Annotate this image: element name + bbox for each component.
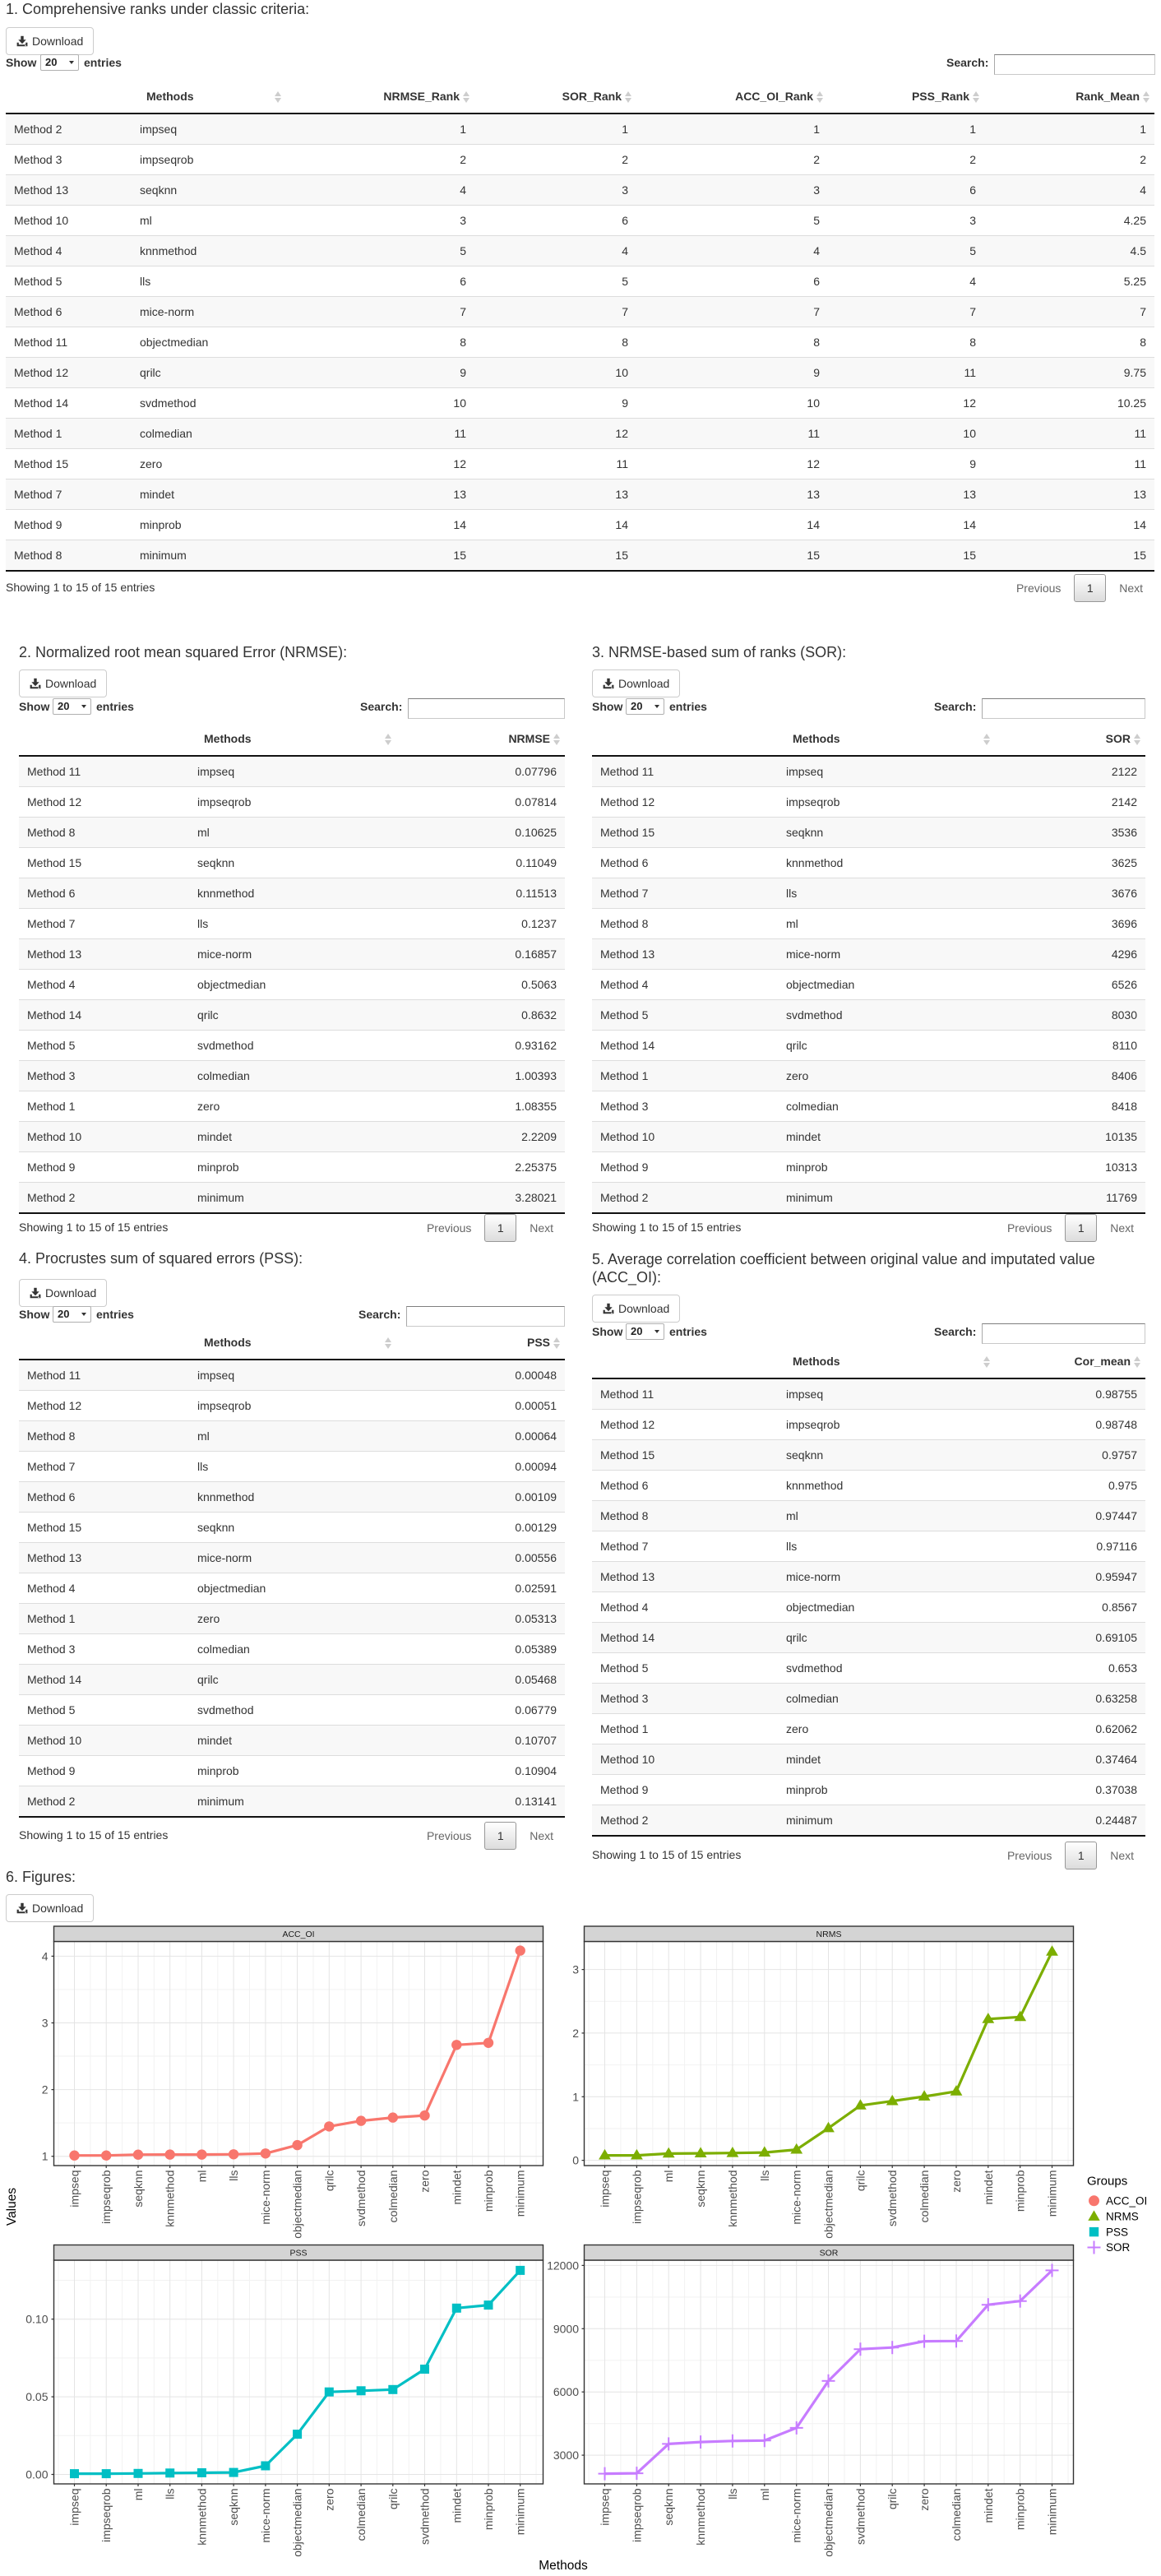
svg-text:2: 2 <box>42 2083 49 2096</box>
svg-text:knnmethod: knnmethod <box>726 2171 739 2227</box>
svg-text:zero: zero <box>918 2488 931 2510</box>
svg-text:qrilc: qrilc <box>386 2489 400 2510</box>
svg-text:minimum: minimum <box>514 2489 527 2536</box>
svg-text:ml: ml <box>195 2171 208 2183</box>
svg-text:NRMS: NRMS <box>1106 2210 1139 2222</box>
svg-text:svdmethod: svdmethod <box>419 2489 432 2545</box>
svg-text:NRMS: NRMS <box>816 1930 842 1939</box>
svg-text:minprob: minprob <box>482 2170 495 2212</box>
svg-text:ACC_OI: ACC_OI <box>1106 2195 1147 2208</box>
svg-text:impseq: impseq <box>68 2489 81 2526</box>
svg-text:qrilc: qrilc <box>853 2171 867 2192</box>
svg-text:lls: lls <box>164 2489 177 2500</box>
svg-text:mice-norm: mice-norm <box>790 2171 803 2225</box>
svg-text:0.00: 0.00 <box>25 2468 48 2481</box>
svg-text:SOR: SOR <box>820 2249 839 2259</box>
svg-text:knnmethod: knnmethod <box>164 2171 177 2227</box>
svg-text:mice-norm: mice-norm <box>259 2171 272 2225</box>
svg-text:zero: zero <box>950 2170 963 2192</box>
svg-text:qrilc: qrilc <box>322 2171 335 2192</box>
svg-text:3: 3 <box>572 1963 579 1976</box>
svg-text:mice-norm: mice-norm <box>259 2489 272 2543</box>
svg-text:objectmedian: objectmedian <box>822 2489 835 2557</box>
svg-text:minprob: minprob <box>1014 2170 1027 2212</box>
svg-text:svdmethod: svdmethod <box>886 2171 899 2226</box>
svg-text:seqknn: seqknn <box>132 2171 145 2208</box>
svg-text:lls: lls <box>726 2489 739 2500</box>
svg-text:0.05: 0.05 <box>25 2390 48 2403</box>
svg-text:1: 1 <box>572 2090 579 2103</box>
svg-text:SOR: SOR <box>1106 2241 1131 2254</box>
svg-text:knnmethod: knnmethod <box>195 2489 208 2546</box>
svg-text:mindet: mindet <box>982 2170 995 2204</box>
svg-text:PSS: PSS <box>289 2249 307 2259</box>
svg-text:minprob: minprob <box>482 2488 495 2530</box>
svg-text:mindet: mindet <box>982 2488 995 2523</box>
svg-text:colmedian: colmedian <box>918 2171 931 2223</box>
svg-text:lls: lls <box>758 2171 771 2181</box>
svg-text:minprob: minprob <box>1014 2488 1027 2530</box>
svg-text:lls: lls <box>227 2171 240 2181</box>
svg-text:4: 4 <box>42 1949 49 1962</box>
svg-text:mindet: mindet <box>450 2170 463 2204</box>
svg-text:objectmedian: objectmedian <box>291 2489 304 2557</box>
svg-text:mindet: mindet <box>450 2488 463 2523</box>
svg-text:impseqrob: impseqrob <box>630 2488 643 2542</box>
svg-text:PSS: PSS <box>1106 2226 1128 2238</box>
svg-text:Values: Values <box>5 2188 19 2226</box>
svg-text:6000: 6000 <box>553 2385 579 2398</box>
svg-text:ml: ml <box>758 2489 771 2501</box>
svg-text:2: 2 <box>572 2027 579 2040</box>
svg-text:zero: zero <box>419 2170 432 2192</box>
svg-text:minimum: minimum <box>514 2171 527 2217</box>
svg-text:zero: zero <box>322 2488 335 2510</box>
svg-text:impseq: impseq <box>68 2171 81 2208</box>
svg-text:minimum: minimum <box>1046 2489 1059 2536</box>
svg-text:svdmethod: svdmethod <box>853 2489 867 2545</box>
svg-text:seqknn: seqknn <box>227 2489 240 2526</box>
svg-text:Methods: Methods <box>539 2559 588 2573</box>
svg-text:12000: 12000 <box>547 2259 579 2272</box>
svg-text:colmedian: colmedian <box>950 2489 963 2541</box>
svg-text:colmedian: colmedian <box>386 2171 400 2223</box>
svg-text:impseq: impseq <box>599 2171 612 2208</box>
svg-text:1: 1 <box>42 2150 49 2163</box>
svg-text:seqknn: seqknn <box>662 2489 675 2526</box>
svg-text:impseqrob: impseqrob <box>99 2488 113 2542</box>
svg-text:objectmedian: objectmedian <box>291 2171 304 2239</box>
svg-text:seqknn: seqknn <box>694 2171 707 2208</box>
svg-text:knnmethod: knnmethod <box>694 2489 707 2546</box>
svg-text:3000: 3000 <box>553 2449 579 2462</box>
svg-text:Groups: Groups <box>1087 2175 1127 2189</box>
svg-text:0: 0 <box>572 2154 579 2167</box>
svg-text:qrilc: qrilc <box>886 2489 899 2510</box>
svg-text:ml: ml <box>662 2171 675 2183</box>
svg-text:mice-norm: mice-norm <box>790 2489 803 2543</box>
svg-text:3: 3 <box>42 2017 49 2030</box>
svg-text:ml: ml <box>132 2489 145 2501</box>
svg-text:impseq: impseq <box>599 2489 612 2526</box>
svg-text:impseqrob: impseqrob <box>630 2170 643 2224</box>
svg-text:colmedian: colmedian <box>354 2489 368 2541</box>
svg-text:ACC_OI: ACC_OI <box>282 1930 314 1939</box>
svg-text:objectmedian: objectmedian <box>822 2171 835 2239</box>
svg-text:impseqrob: impseqrob <box>99 2170 113 2224</box>
svg-text:svdmethod: svdmethod <box>354 2171 368 2226</box>
svg-text:9000: 9000 <box>553 2322 579 2335</box>
svg-text:0.10: 0.10 <box>25 2313 48 2326</box>
svg-text:minimum: minimum <box>1046 2171 1059 2217</box>
